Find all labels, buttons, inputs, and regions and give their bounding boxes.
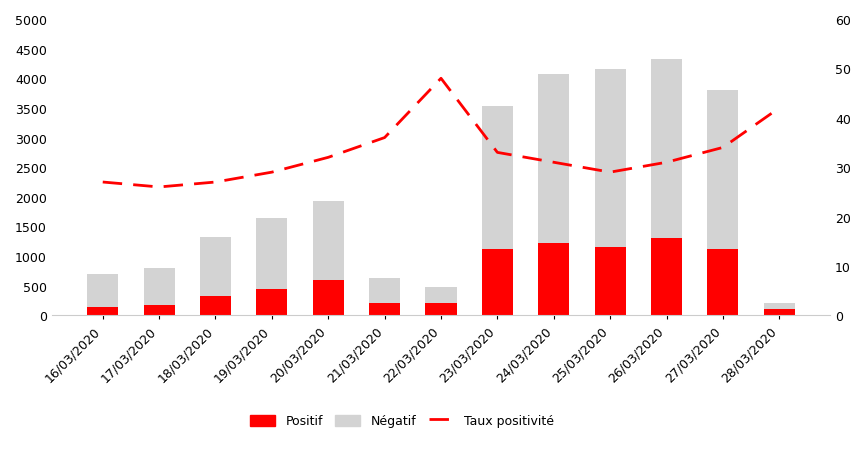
Bar	[651, 239, 682, 316]
Bar	[708, 91, 739, 249]
Bar	[425, 288, 456, 303]
Bar	[144, 305, 175, 316]
Bar	[595, 70, 625, 248]
Bar	[200, 296, 231, 316]
Bar	[595, 248, 625, 316]
Bar	[87, 274, 119, 307]
Bar	[144, 268, 175, 305]
Bar	[481, 107, 513, 249]
Bar	[539, 243, 569, 316]
Bar	[313, 202, 344, 280]
Bar	[425, 303, 456, 316]
Bar	[481, 249, 513, 316]
Legend: Positif, Négatif, Taux positivité: Positif, Négatif, Taux positivité	[244, 408, 560, 434]
Bar	[256, 289, 288, 316]
Bar	[708, 249, 739, 316]
Bar	[539, 75, 569, 243]
Bar	[369, 279, 400, 303]
Bar	[369, 303, 400, 316]
Bar	[256, 218, 288, 289]
Bar	[87, 307, 119, 316]
Bar	[200, 237, 231, 296]
Bar	[651, 60, 682, 239]
Bar	[764, 303, 795, 310]
Bar	[764, 310, 795, 316]
Bar	[313, 280, 344, 316]
